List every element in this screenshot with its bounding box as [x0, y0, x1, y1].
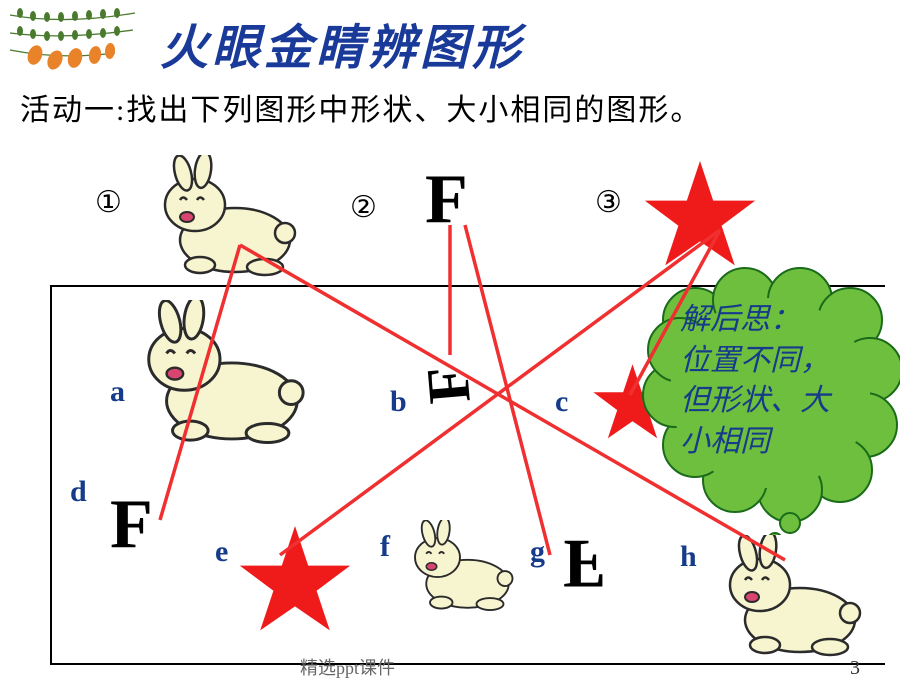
bubble-text: 解后思： 位置不同， 但形状、大 小相同 [680, 300, 830, 462]
label-f: f [380, 530, 390, 564]
rabbit-a [125, 300, 315, 445]
label-g: g [530, 535, 545, 569]
rabbit-f [400, 520, 520, 615]
label-a: a [110, 375, 125, 409]
label-num-3: ③ [595, 185, 622, 220]
bubble-line3: 但形状、大 [680, 381, 830, 422]
flower-decor [5, 5, 150, 80]
star-3 [640, 155, 760, 275]
label-h: h [680, 540, 697, 574]
rabbit-1 [145, 155, 305, 280]
page-number: 3 [850, 657, 860, 680]
label-e: e [215, 535, 228, 569]
bubble-line2: 位置不同， [680, 341, 830, 382]
label-c: c [555, 385, 568, 419]
label-num-2: ② [350, 190, 377, 225]
rabbit-h [710, 535, 870, 660]
footer-text: 精选ppt课件 [300, 654, 395, 680]
letter-F-d: F [110, 490, 153, 560]
label-num-1: ① [95, 185, 122, 220]
label-d: d [70, 475, 87, 509]
bubble-line4: 小相同 [680, 422, 830, 463]
letter-F-b: F [417, 364, 480, 406]
star-e [235, 520, 355, 640]
page-title: 火眼金睛辨图形 [160, 8, 524, 78]
letter-F-g: F [563, 528, 606, 598]
label-b: b [390, 385, 407, 419]
letter-F-top: F [425, 165, 468, 235]
activity-text: 活动一:找出下列图形中形状、大小相同的图形。 [20, 85, 702, 129]
bubble-line1: 解后思： [680, 300, 830, 341]
